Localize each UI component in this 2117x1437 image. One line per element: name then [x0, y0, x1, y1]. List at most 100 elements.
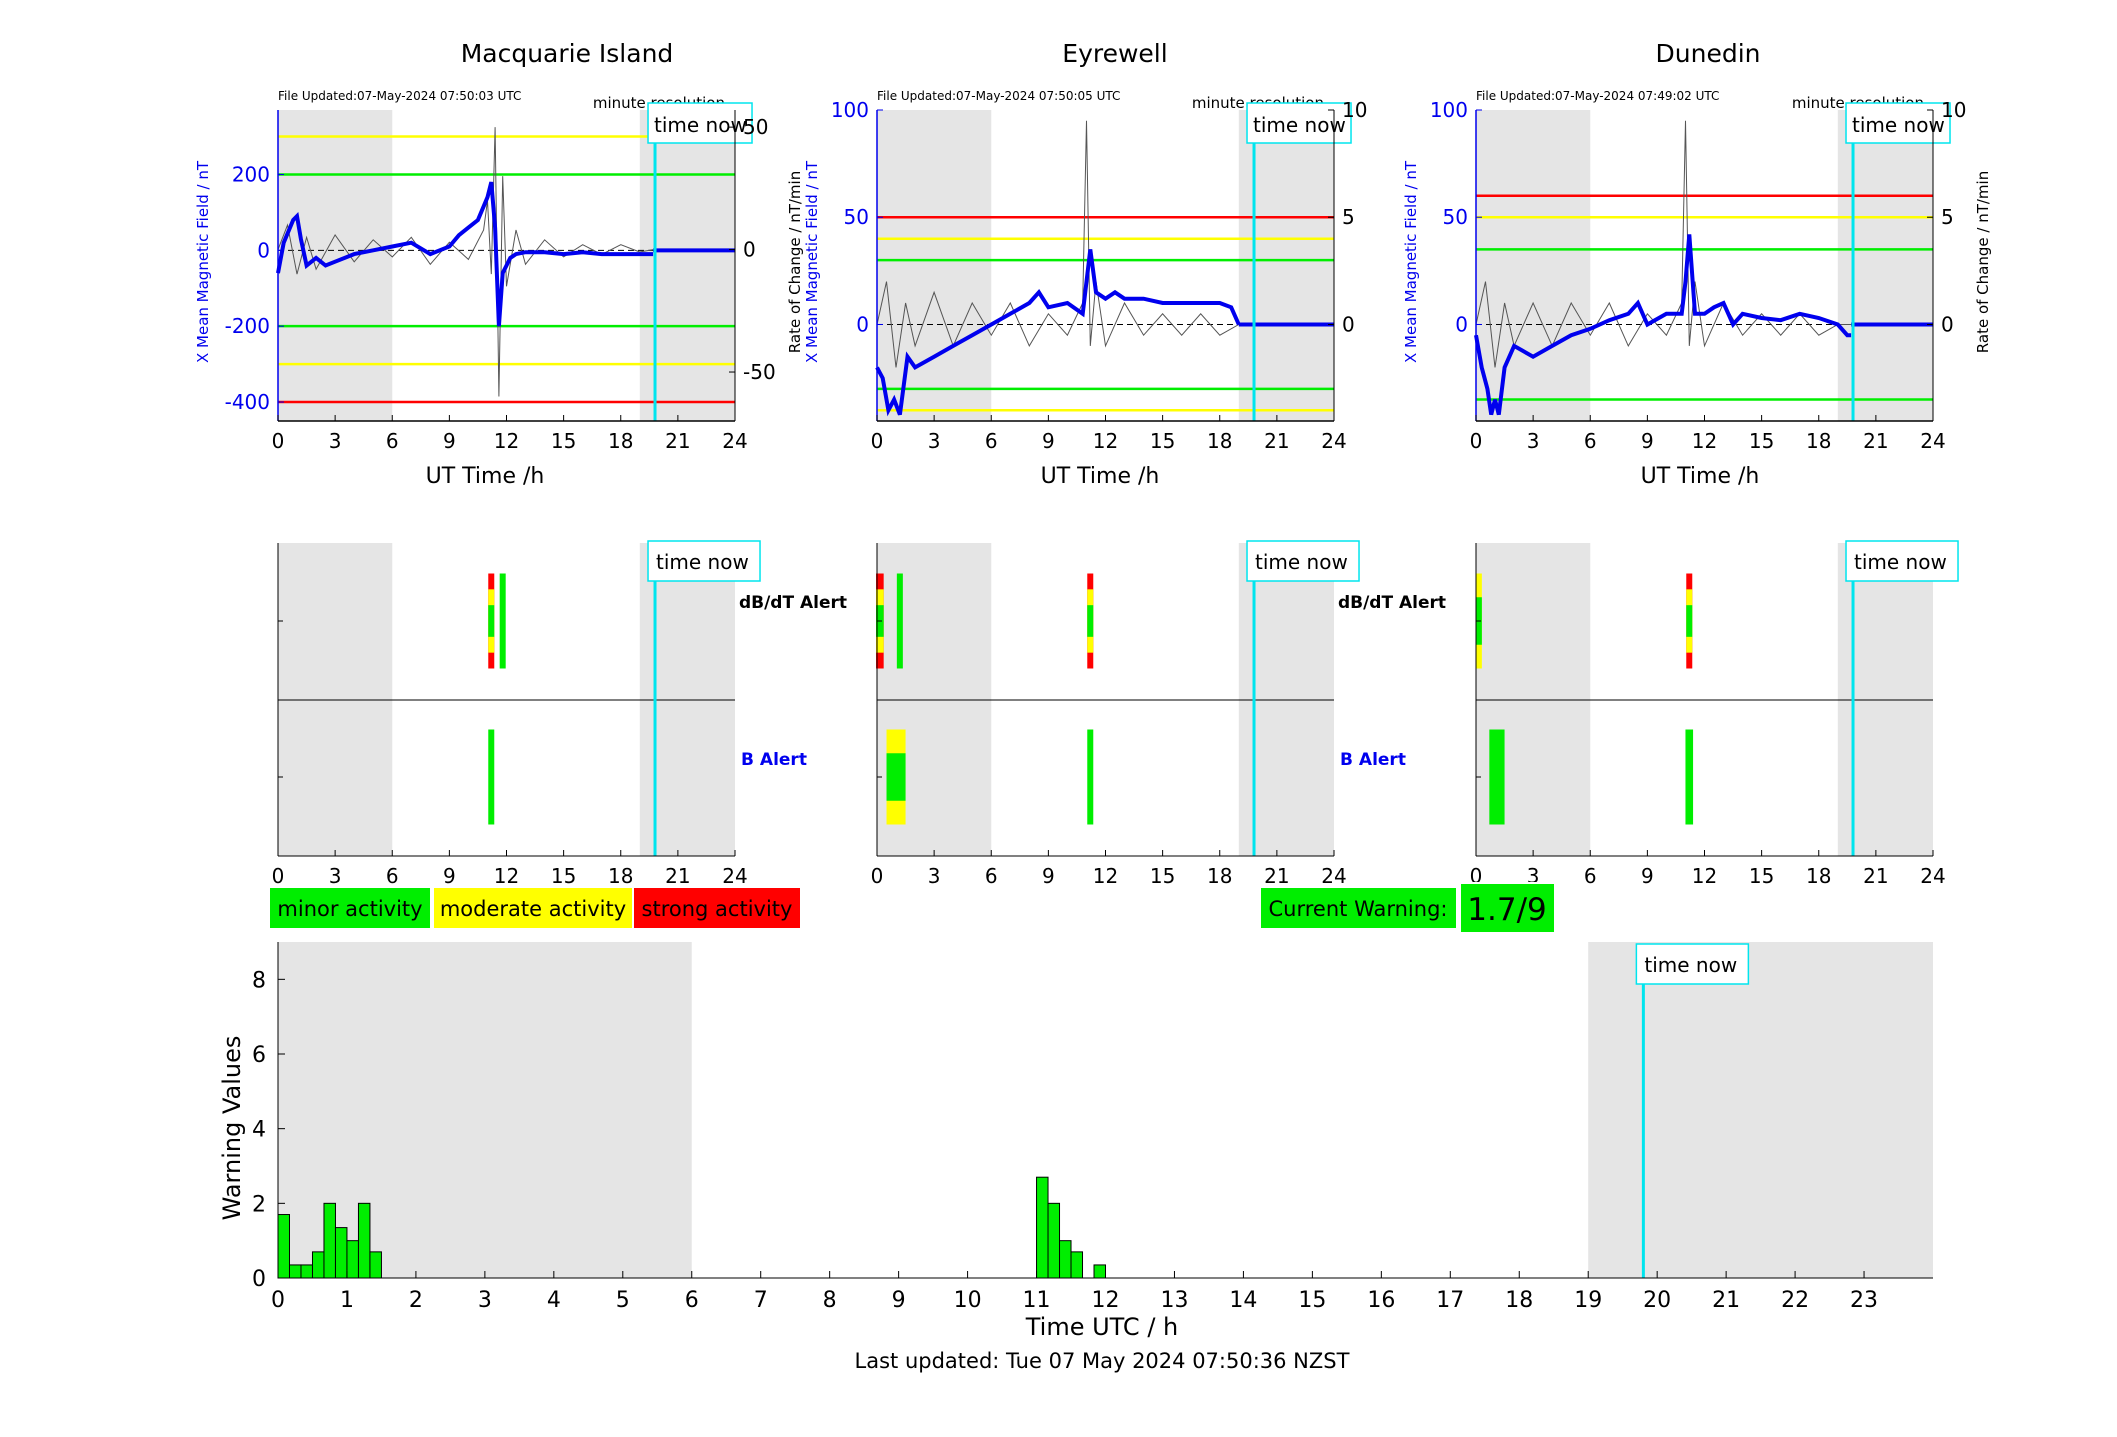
x-tick-label: 21 [1863, 864, 1888, 888]
x-tick-label: 6 [985, 429, 998, 453]
time-now-box [1246, 540, 1360, 582]
file-updated-label: File Updated:07-May-2024 07:50:03 UTC [278, 89, 521, 103]
x-tick-label: 9 [1042, 429, 1055, 453]
x-tick-label: 18 [1207, 864, 1232, 888]
station-panel-eyrewell: Eyrewell File Updated:07-May-2024 07:50:… [786, 39, 1367, 888]
x-tick-label: 6 [386, 429, 399, 453]
y-tick-label-left: 0 [1455, 312, 1468, 336]
x-tick-label: 12 [1092, 1288, 1120, 1313]
y-tick-label-right: 0 [743, 238, 756, 262]
b-alert-bar-minor [1685, 729, 1694, 825]
y-tick-label-right: 5 [1941, 205, 1954, 229]
x-tick-label: 21 [1264, 429, 1289, 453]
file-updated-label: File Updated:07-May-2024 07:50:05 UTC [877, 89, 1120, 103]
warning-bar [357, 1202, 371, 1279]
x-tick-label: 18 [608, 864, 633, 888]
x-tick-label: 15 [1749, 429, 1774, 453]
x-tick-label: 24 [722, 864, 747, 888]
y-axis-label-left: X Mean Magnetic Field / nT [1402, 160, 1420, 363]
x-tick-label: 0 [271, 1288, 285, 1313]
x-tick-label: 24 [1920, 429, 1945, 453]
x-tick-label: 13 [1160, 1288, 1188, 1313]
x-tick-label: 22 [1781, 1288, 1809, 1313]
x-tick-label: 14 [1229, 1288, 1257, 1313]
x-tick-label: 9 [892, 1288, 906, 1313]
time-now-label: time now [654, 113, 747, 137]
warning-chart-xlabel: Time UTC / h [1025, 1313, 1179, 1341]
y-axis-label-left: X Mean Magnetic Field / nT [803, 160, 821, 363]
legend-swatch-minor [270, 888, 430, 928]
dbdt-alert-label: dB/dT Alert [1338, 593, 1446, 613]
y-tick-label-right: 10 [1342, 98, 1367, 122]
station-panel-dunedin: Dunedin File Updated:07-May-2024 07:49:0… [1402, 39, 1992, 888]
x-tick-label: 21 [665, 429, 690, 453]
x-tick-label: 9 [1641, 429, 1654, 453]
night-shade [278, 110, 393, 421]
x-tick-label: 10 [954, 1288, 982, 1313]
y-tick-label-right: 10 [1941, 98, 1966, 122]
current-warning-value-box [1459, 882, 1556, 934]
y-tick-label-right: -50 [743, 360, 776, 384]
x-tick-label: 3 [1527, 429, 1540, 453]
x-tick-label: 1 [340, 1288, 354, 1313]
b-alert-bar-minor [488, 729, 495, 825]
y-tick-label-left: 0 [856, 312, 869, 336]
b-alert-label: B Alert [1340, 750, 1406, 770]
x-tick-label: 16 [1367, 1288, 1395, 1313]
y-tick-label-right: 5 [1342, 205, 1355, 229]
x-tick-label: 9 [443, 864, 456, 888]
y-tick-label-right: 0 [1342, 312, 1355, 336]
y-tick-label-left: 0 [257, 238, 270, 262]
x-tick-label: 2 [409, 1288, 423, 1313]
x-tick-label: 21 [1264, 864, 1289, 888]
x-tick-label: 18 [608, 429, 633, 453]
time-now-box [1635, 943, 1750, 985]
x-tick-label: 12 [1093, 864, 1118, 888]
dbdt-alert-bar-minor [488, 605, 495, 637]
x-tick-label: 0 [871, 864, 884, 888]
x-tick-label: 3 [928, 864, 941, 888]
x-tick-label: 6 [985, 864, 998, 888]
dbdt-alert-bar-minor [499, 573, 506, 669]
y-tick-label-left: -200 [225, 314, 270, 338]
warning-bar [346, 1240, 359, 1279]
y-tick-label: 6 [252, 1043, 266, 1068]
warning-bar [300, 1264, 313, 1279]
x-tick-label: 15 [551, 429, 576, 453]
mean-field-trace [875, 249, 1241, 417]
time-now-label: time now [1852, 113, 1945, 137]
y-tick-label-left: 50 [1443, 205, 1468, 229]
x-tick-label: 12 [1093, 429, 1118, 453]
mean-field-trace [276, 181, 654, 327]
activity-legend: minor activity moderate activity strong … [270, 888, 800, 928]
x-tick-label: 4 [547, 1288, 561, 1313]
x-axis-label: UT Time /h [426, 464, 545, 489]
x-tick-label: 19 [1574, 1288, 1602, 1313]
dbdt-alert-bar-minor [896, 573, 903, 669]
warning-bar [1036, 1176, 1049, 1279]
y-tick-label: 0 [252, 1267, 266, 1292]
y-tick-label-right: 0 [1941, 312, 1954, 336]
x-tick-label: 9 [1641, 864, 1654, 888]
warning-bar [311, 1251, 325, 1279]
x-tick-label: 21 [665, 864, 690, 888]
legend-label-moderate: moderate activity [440, 897, 626, 921]
x-tick-label: 12 [494, 864, 519, 888]
x-tick-label: 24 [1321, 429, 1346, 453]
x-tick-label: 18 [1806, 429, 1831, 453]
x-tick-label: 0 [1470, 429, 1483, 453]
x-tick-label: 12 [1692, 429, 1717, 453]
x-tick-label: 21 [1863, 429, 1888, 453]
rate-of-change-trace [876, 120, 1240, 368]
y-axis-label-right: Rate of Change / nT/min [786, 171, 804, 353]
station-title: Eyrewell [1062, 39, 1167, 68]
warning-bar [1047, 1202, 1061, 1279]
time-now-label: time now [1253, 113, 1346, 137]
magnetic-field-plot: time now -400 -200 0 200 -50 0 50 0 3 6 9 12 15 18 21 24 [225, 102, 776, 453]
x-tick-label: 3 [329, 864, 342, 888]
